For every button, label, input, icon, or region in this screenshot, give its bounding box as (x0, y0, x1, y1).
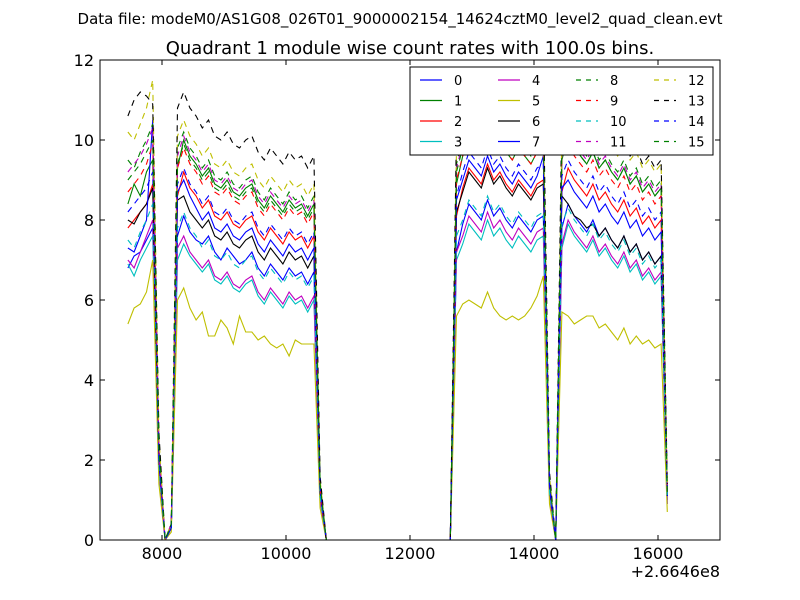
legend-label-14: 14 (688, 115, 705, 130)
legend-label-1: 1 (454, 95, 462, 110)
y-tick-label: 0 (84, 531, 94, 550)
legend-label-0: 0 (454, 74, 462, 89)
x-tick-label: 10000 (261, 544, 312, 563)
legend-label-7: 7 (532, 136, 540, 151)
series-line-2 (127, 162, 668, 540)
legend-label-10: 10 (610, 115, 627, 130)
series-line-9 (127, 130, 668, 540)
x-tick-label: 12000 (385, 544, 436, 563)
figure-suptitle: Data file: modeM0/AS1G08_026T01_90000021… (78, 10, 723, 29)
x-tick-label: 8000 (142, 544, 183, 563)
x-axis: 8000 10000 12000 14000 16000 (142, 60, 684, 563)
x-offset-label: +2.6646e8 (631, 562, 720, 581)
series-line-4 (127, 210, 668, 540)
series-line-7 (127, 119, 668, 540)
series-line-10 (127, 194, 668, 540)
x-tick-label: 14000 (509, 544, 560, 563)
legend-label-2: 2 (454, 115, 462, 130)
series-line-3 (127, 218, 668, 540)
legend-label-8: 8 (610, 74, 618, 89)
legend-label-15: 15 (688, 136, 705, 151)
y-tick-label: 10 (74, 131, 94, 150)
legend-label-6: 6 (532, 115, 540, 130)
y-tick-label: 8 (84, 211, 94, 230)
y-tick-label: 2 (84, 451, 94, 470)
legend-label-11: 11 (610, 136, 627, 151)
series-line-14 (127, 146, 668, 540)
series-line-15 (127, 122, 668, 540)
legend-label-9: 9 (610, 95, 618, 110)
x-tick-label: 16000 (633, 544, 684, 563)
series-line-6 (127, 166, 668, 540)
legend-label-4: 4 (532, 74, 540, 89)
y-tick-label: 12 (74, 51, 94, 70)
legend-label-5: 5 (532, 95, 540, 110)
chart-title: Quadrant 1 module wise count rates with … (166, 38, 655, 59)
series-line-5 (127, 259, 668, 540)
legend-label-3: 3 (454, 136, 462, 151)
legend-label-13: 13 (688, 95, 705, 110)
series-line-0 (127, 198, 668, 540)
series-line-11 (127, 118, 668, 540)
legend-label-12: 12 (688, 74, 705, 89)
legend-box (409, 66, 714, 156)
y-tick-label: 6 (84, 291, 94, 310)
series-line-8 (127, 114, 668, 540)
y-tick-label: 4 (84, 371, 94, 390)
